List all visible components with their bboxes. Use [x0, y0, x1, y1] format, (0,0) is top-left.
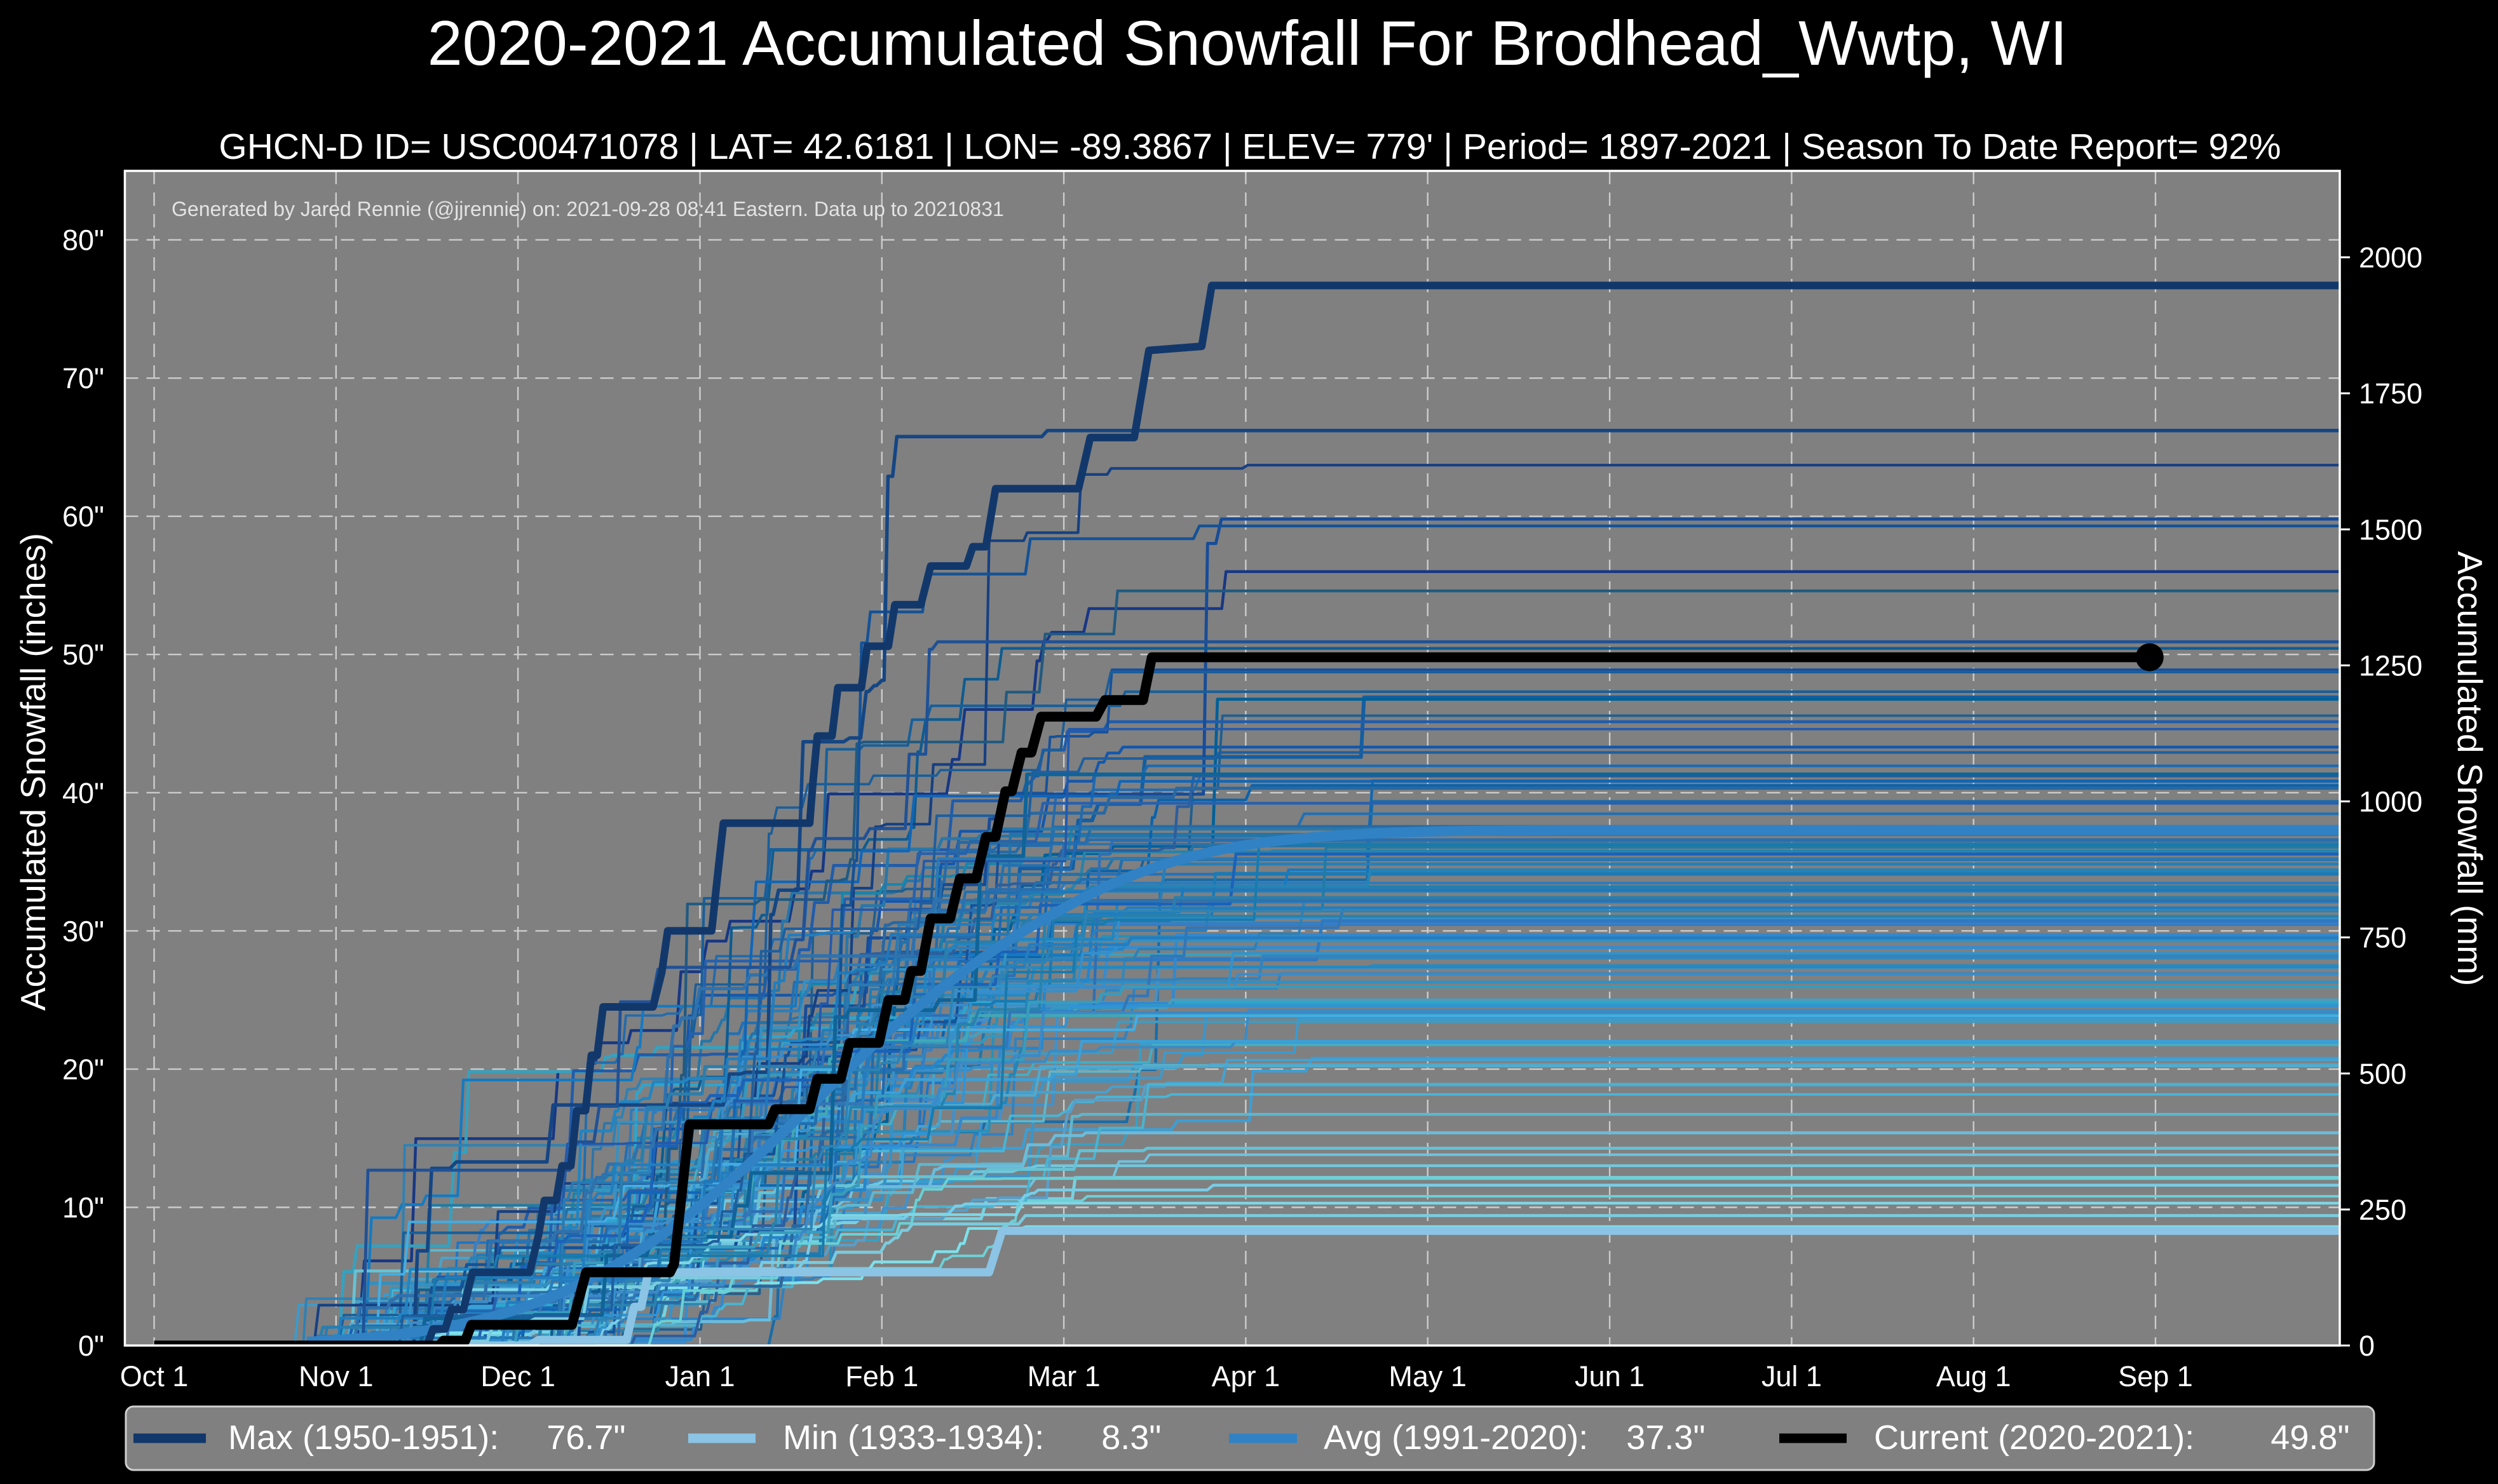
svg-text:10": 10" — [62, 1192, 104, 1224]
svg-text:Sep 1: Sep 1 — [2118, 1360, 2193, 1393]
svg-text:250: 250 — [2359, 1194, 2406, 1226]
svg-text:Accumulated Snowfall (mm): Accumulated Snowfall (mm) — [2450, 551, 2490, 987]
svg-text:Oct 1: Oct 1 — [120, 1360, 189, 1393]
svg-text:Aug 1: Aug 1 — [1936, 1360, 2011, 1393]
svg-text:Jan 1: Jan 1 — [665, 1360, 735, 1393]
svg-text:Dec 1: Dec 1 — [480, 1360, 555, 1393]
svg-text:2000: 2000 — [2359, 241, 2422, 274]
svg-text:Generated by Jared Rennie (@jj: Generated by Jared Rennie (@jjrennie) on… — [172, 198, 1004, 220]
svg-text:1500: 1500 — [2359, 513, 2422, 546]
svg-text:30": 30" — [62, 915, 104, 947]
svg-text:Min (1933-1934): 8.3": Min (1933-1934): 8.3" — [783, 1419, 1161, 1457]
svg-text:Current (2020-2021): 49: Current (2020-2021): 49.8" — [1874, 1419, 2350, 1457]
svg-text:Feb 1: Feb 1 — [845, 1360, 918, 1393]
svg-text:20": 20" — [62, 1053, 104, 1086]
svg-text:1750: 1750 — [2359, 377, 2422, 410]
svg-text:Max (1950-1951): 76.7": Max (1950-1951): 76.7" — [228, 1419, 626, 1457]
svg-text:80": 80" — [62, 224, 104, 257]
svg-text:70": 70" — [62, 362, 104, 395]
svg-text:Mar 1: Mar 1 — [1028, 1360, 1101, 1393]
svg-text:750: 750 — [2359, 922, 2406, 954]
svg-text:2020-2021 Accumulated Snowfall: 2020-2021 Accumulated Snowfall For Brodh… — [428, 8, 2068, 78]
svg-text:1000: 1000 — [2359, 786, 2422, 818]
svg-text:40": 40" — [62, 777, 104, 809]
svg-text:Jun 1: Jun 1 — [1575, 1360, 1645, 1393]
svg-text:Avg (1991-2020): 37.3": Avg (1991-2020): 37.3" — [1324, 1419, 1706, 1457]
svg-text:1250: 1250 — [2359, 649, 2422, 682]
svg-text:0": 0" — [78, 1330, 104, 1362]
svg-text:Accumulated Snowfall (inches): Accumulated Snowfall (inches) — [13, 533, 53, 1011]
svg-text:50": 50" — [62, 638, 104, 671]
svg-text:May 1: May 1 — [1388, 1360, 1467, 1393]
svg-text:Apr 1: Apr 1 — [1212, 1360, 1280, 1393]
svg-text:Nov 1: Nov 1 — [299, 1360, 374, 1393]
svg-text:500: 500 — [2359, 1058, 2406, 1090]
svg-text:0: 0 — [2359, 1330, 2375, 1362]
svg-text:GHCN-D ID= USC00471078 | LAT=: GHCN-D ID= USC00471078 | LAT= 42.6181 | … — [219, 126, 2281, 167]
svg-text:Jul 1: Jul 1 — [1761, 1360, 1822, 1393]
svg-text:60": 60" — [62, 501, 104, 533]
